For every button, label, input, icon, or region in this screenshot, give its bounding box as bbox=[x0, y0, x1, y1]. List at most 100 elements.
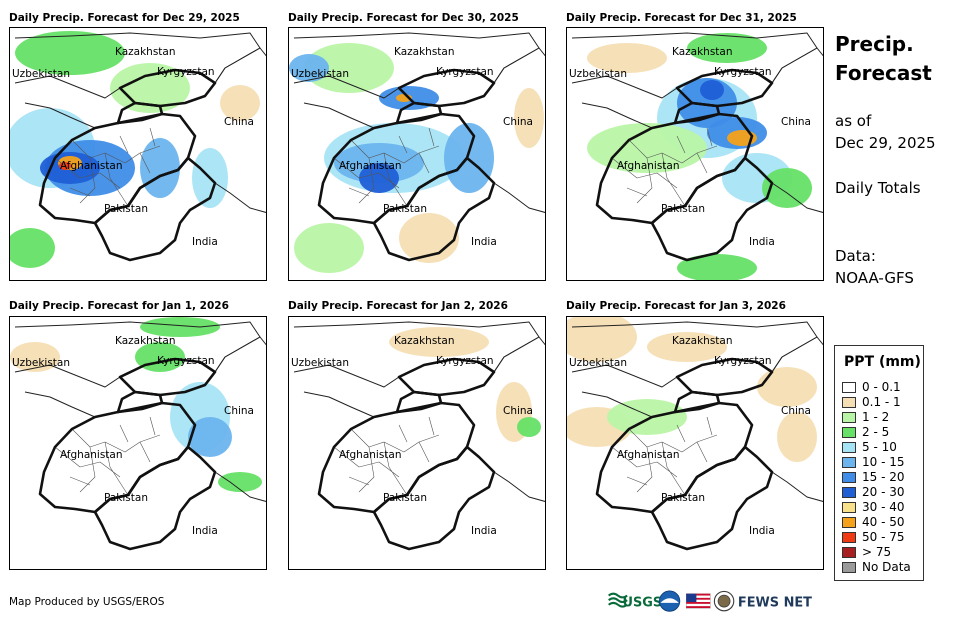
precip-area bbox=[188, 417, 232, 457]
country-label-kyrgyzstan: Kyrgyzstan bbox=[714, 355, 772, 367]
country-label-afghanistan: Afghanistan bbox=[339, 160, 402, 172]
country-label-pakistan: Pakistan bbox=[383, 492, 427, 504]
legend-label: > 75 bbox=[862, 545, 892, 559]
country-label-kazakhstan: Kazakhstan bbox=[115, 46, 176, 58]
country-label-china: China bbox=[781, 116, 811, 128]
legend-label: No Data bbox=[862, 560, 911, 574]
country-border bbox=[493, 336, 545, 373]
country-label-india: India bbox=[471, 236, 497, 248]
noaa-logo bbox=[658, 590, 681, 612]
province-borders bbox=[611, 416, 718, 496]
precip-area bbox=[514, 88, 544, 148]
province-borders bbox=[611, 127, 718, 207]
legend-swatch bbox=[842, 472, 856, 483]
legend-swatch bbox=[842, 412, 856, 423]
tajikistan-border bbox=[395, 101, 443, 125]
country-label-pakistan: Pakistan bbox=[661, 203, 705, 215]
legend-label: 0 - 0.1 bbox=[862, 380, 901, 394]
pakistan-border bbox=[372, 445, 496, 551]
precip-area bbox=[304, 43, 394, 93]
precip-map-svg bbox=[10, 31, 266, 268]
panel-title-3: Daily Precip. Forecast for Dec 31, 2025 bbox=[566, 12, 797, 24]
map-credit: Map Produced by USGS/EROS bbox=[9, 596, 165, 608]
country-label-kyrgyzstan: Kyrgyzstan bbox=[714, 66, 772, 78]
country-border bbox=[771, 182, 823, 213]
province-borders bbox=[54, 416, 161, 496]
country-label-china: China bbox=[224, 405, 254, 417]
precip-area bbox=[700, 80, 724, 100]
legend-swatch bbox=[842, 382, 856, 393]
precip-area bbox=[10, 228, 55, 268]
tajikistan-border bbox=[673, 390, 721, 414]
legend-item: 5 - 10 bbox=[842, 440, 897, 454]
precip-map-svg bbox=[571, 32, 823, 280]
country-label-pakistan: Pakistan bbox=[661, 492, 705, 504]
legend-swatch bbox=[842, 517, 856, 528]
legend-item: > 75 bbox=[842, 545, 891, 559]
country-border bbox=[214, 182, 266, 213]
legend-label: 20 - 30 bbox=[862, 485, 905, 499]
legend-label: 1 - 2 bbox=[862, 410, 890, 424]
legend-item: 40 - 50 bbox=[842, 515, 905, 529]
precip-area bbox=[567, 317, 637, 362]
country-label-india: India bbox=[192, 236, 218, 248]
precip-map-svg bbox=[293, 321, 545, 551]
pakistan-border bbox=[93, 445, 217, 551]
map-panel-6: Kazakhstan Uzbekistan Kyrgyzstan China Afgha… bbox=[566, 316, 824, 570]
precip-area bbox=[220, 85, 260, 121]
country-border bbox=[493, 182, 545, 213]
precip-area bbox=[607, 399, 687, 435]
map-panel-5: Kazakhstan Uzbekistan Kyrgyzstan China Afgha… bbox=[288, 316, 546, 570]
precip-map-svg bbox=[10, 317, 266, 551]
legend-swatch bbox=[842, 427, 856, 438]
legend-item: 50 - 75 bbox=[842, 530, 905, 544]
legend-swatch bbox=[842, 502, 856, 513]
map-panel-1: Kazakhstan Uzbekistan Kyrgyzstan China Afgha… bbox=[9, 27, 267, 281]
country-border bbox=[771, 471, 823, 502]
legend-label: 30 - 40 bbox=[862, 500, 905, 514]
panel-title-4: Daily Precip. Forecast for Jan 1, 2026 bbox=[9, 300, 229, 312]
precip-area bbox=[677, 254, 757, 280]
precip-area bbox=[140, 138, 180, 198]
legend-label: 50 - 75 bbox=[862, 530, 905, 544]
legend-swatch bbox=[842, 562, 856, 573]
country-label-india: India bbox=[749, 236, 775, 248]
forecast-title: Precip. Forecast bbox=[835, 32, 932, 85]
country-label-india: India bbox=[749, 525, 775, 537]
country-border bbox=[771, 336, 823, 373]
pakistan-border bbox=[650, 156, 774, 262]
country-label-china: China bbox=[503, 405, 533, 417]
country-label-afghanistan: Afghanistan bbox=[60, 160, 123, 172]
map-panel-4: Kazakhstan Uzbekistan Kyrgyzstan China Afgha… bbox=[9, 316, 267, 570]
country-label-china: China bbox=[781, 405, 811, 417]
country-label-uzbekistan: Uzbekistan bbox=[569, 68, 627, 80]
precip-map-svg bbox=[289, 32, 545, 273]
tajikistan-border bbox=[673, 101, 721, 125]
legend-swatch bbox=[842, 397, 856, 408]
legend-item: No Data bbox=[842, 560, 911, 574]
precip-area bbox=[762, 168, 812, 208]
precip-area bbox=[647, 332, 727, 362]
legend-swatch bbox=[842, 547, 856, 558]
legend-swatch bbox=[842, 442, 856, 453]
legend-item: 15 - 20 bbox=[842, 470, 905, 484]
country-label-pakistan: Pakistan bbox=[104, 203, 148, 215]
data-source: Data: NOAA-GFS bbox=[835, 247, 914, 287]
country-label-uzbekistan: Uzbekistan bbox=[291, 357, 349, 369]
country-label-kazakhstan: Kazakhstan bbox=[672, 46, 733, 58]
country-label-kyrgyzstan: Kyrgyzstan bbox=[436, 66, 494, 78]
usgs-text: USGS bbox=[623, 596, 663, 611]
pakistan-border bbox=[372, 156, 496, 262]
country-label-china: China bbox=[224, 116, 254, 128]
precip-area bbox=[777, 412, 817, 462]
legend-item: 2 - 5 bbox=[842, 425, 889, 439]
fews-net-text: FEWS NET bbox=[738, 596, 812, 611]
daily-totals-label: Daily Totals bbox=[835, 179, 921, 197]
precip-area bbox=[517, 417, 541, 437]
legend-swatch bbox=[842, 487, 856, 498]
precip-area bbox=[687, 33, 767, 63]
panel-title-1: Daily Precip. Forecast for Dec 29, 2025 bbox=[9, 12, 240, 24]
legend-label: 2 - 5 bbox=[862, 425, 890, 439]
precip-map-svg bbox=[567, 317, 823, 551]
country-border bbox=[214, 336, 266, 373]
